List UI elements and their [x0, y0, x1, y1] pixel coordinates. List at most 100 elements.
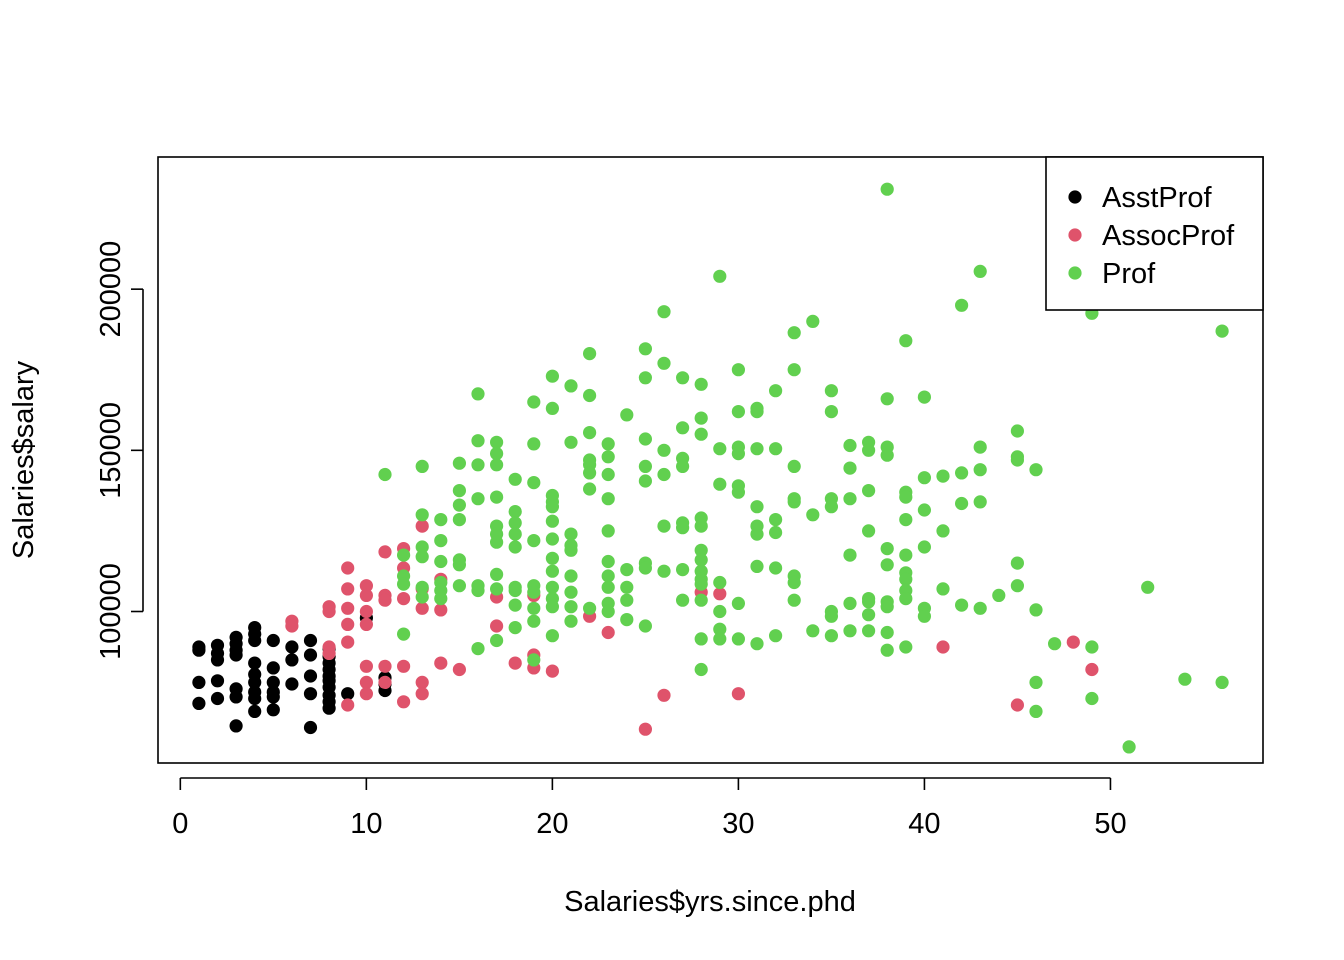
point-assocprof-37 — [452, 662, 466, 677]
point-prof-73 — [564, 435, 578, 449]
point-prof-209 — [880, 643, 894, 657]
point-prof-190 — [843, 596, 857, 611]
point-assocprof-52 — [936, 640, 950, 654]
point-prof-232 — [955, 598, 969, 612]
point-prof-26 — [471, 458, 485, 472]
point-assocprof-47 — [638, 722, 653, 736]
point-asstprof-7 — [210, 674, 225, 688]
point-prof-176 — [806, 314, 820, 328]
point-asstprof-8 — [210, 691, 225, 706]
point-prof-37 — [490, 535, 504, 549]
point-prof-166 — [769, 561, 783, 575]
point-prof-93 — [601, 524, 615, 538]
point-prof-256 — [1215, 675, 1229, 690]
x-tick-label-4: 40 — [908, 808, 940, 840]
point-assocprof-29 — [415, 519, 429, 533]
point-prof-126 — [694, 377, 708, 391]
x-tick-label-3: 30 — [722, 808, 754, 840]
point-prof-239 — [1010, 424, 1024, 438]
point-prof-218 — [899, 592, 913, 606]
point-prof-72 — [564, 379, 578, 393]
x-tick-label-5: 50 — [1094, 808, 1126, 840]
point-prof-117 — [657, 564, 671, 578]
point-prof-83 — [583, 426, 597, 440]
point-prof-226 — [936, 469, 950, 483]
x-axis-title: Salaries$yrs.since.phd — [564, 886, 856, 918]
point-assocprof-12 — [359, 579, 373, 593]
point-prof-96 — [601, 580, 615, 594]
point-prof-178 — [806, 624, 820, 638]
point-asstprof-37 — [303, 687, 318, 701]
point-prof-95 — [601, 569, 615, 583]
point-assocprof-16 — [359, 659, 373, 673]
point-prof-82 — [583, 388, 597, 403]
points-layer — [192, 182, 1229, 754]
point-prof-156 — [750, 442, 764, 456]
point-asstprof-34 — [303, 633, 318, 648]
point-prof-220 — [917, 390, 932, 404]
point-prof-145 — [713, 632, 727, 646]
point-prof-193 — [862, 443, 876, 457]
point-assocprof-50 — [713, 587, 727, 601]
point-prof-246 — [1029, 675, 1043, 690]
point-prof-3 — [397, 577, 411, 591]
point-asstprof-3 — [192, 696, 206, 711]
point-prof-254 — [1178, 672, 1192, 686]
point-assocprof-15 — [359, 617, 373, 632]
point-prof-207 — [880, 600, 894, 614]
point-prof-65 — [545, 532, 560, 546]
point-prof-22 — [452, 558, 466, 572]
point-prof-121 — [676, 459, 690, 473]
point-prof-162 — [769, 384, 783, 398]
point-prof-39 — [490, 582, 504, 596]
point-prof-81 — [583, 347, 597, 361]
point-prof-17 — [452, 456, 466, 470]
point-prof-13 — [434, 554, 448, 569]
point-prof-44 — [508, 527, 522, 541]
point-prof-164 — [769, 513, 783, 527]
x-tick-label-0: 0 — [172, 808, 188, 840]
point-prof-200 — [880, 182, 894, 196]
point-prof-60 — [545, 401, 560, 415]
point-prof-50 — [527, 395, 541, 409]
point-assocprof-28 — [397, 695, 411, 709]
point-prof-167 — [769, 629, 783, 643]
point-prof-102 — [620, 593, 634, 607]
point-prof-143 — [713, 604, 727, 619]
point-assocprof-33 — [415, 687, 429, 701]
point-prof-138 — [694, 662, 708, 677]
y-tick-label-1: 150000 — [95, 402, 127, 499]
point-prof-163 — [769, 442, 783, 456]
point-asstprof-15 — [229, 719, 243, 733]
point-prof-78 — [564, 585, 578, 599]
point-prof-153 — [731, 632, 746, 646]
point-prof-147 — [731, 405, 746, 419]
point-assocprof-6 — [341, 561, 355, 575]
point-prof-212 — [899, 490, 913, 504]
point-assocprof-7 — [341, 582, 355, 596]
point-prof-55 — [527, 585, 541, 599]
point-prof-100 — [620, 563, 634, 577]
point-assocprof-14 — [359, 604, 373, 619]
point-prof-125 — [676, 593, 690, 607]
point-prof-228 — [936, 582, 950, 596]
point-assocprof-53 — [1010, 698, 1024, 712]
point-prof-31 — [490, 435, 504, 449]
point-asstprof-36 — [303, 669, 318, 683]
point-prof-68 — [545, 580, 560, 594]
point-prof-237 — [973, 601, 987, 615]
point-prof-197 — [862, 595, 876, 609]
point-prof-198 — [862, 608, 876, 622]
point-prof-229 — [955, 298, 969, 312]
point-prof-19 — [452, 498, 466, 512]
point-assocprof-44 — [545, 664, 560, 678]
point-prof-245 — [1029, 603, 1043, 617]
point-prof-111 — [638, 619, 653, 633]
point-assocprof-1 — [285, 619, 299, 633]
point-prof-174 — [787, 575, 801, 590]
point-prof-89 — [601, 437, 615, 451]
point-prof-142 — [713, 575, 727, 590]
point-asstprof-26 — [266, 661, 280, 675]
point-prof-168 — [787, 326, 801, 340]
